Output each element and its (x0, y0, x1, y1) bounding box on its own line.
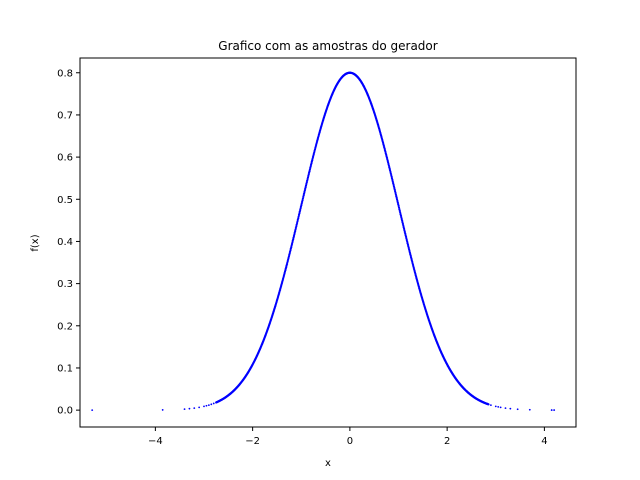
y-tick-label: 0.5 (57, 195, 73, 206)
data-point (394, 191, 397, 194)
data-point (487, 403, 490, 406)
data-point (395, 196, 398, 199)
plot-frame (79, 57, 577, 428)
y-tick-label: 0.8 (57, 68, 73, 79)
data-point (396, 201, 399, 204)
data-point (203, 405, 205, 408)
data-point (494, 405, 497, 408)
y-tick-label: 0.7 (57, 110, 73, 121)
y-tick-label: 0.1 (57, 363, 73, 374)
data-point (497, 406, 500, 408)
data-point (298, 212, 301, 215)
data-point (504, 407, 507, 410)
data-point (210, 403, 213, 406)
data-point (550, 409, 553, 411)
data-point (300, 202, 303, 205)
data-point (188, 407, 191, 410)
data-point (399, 212, 402, 216)
data-point (397, 206, 401, 209)
data-point (193, 407, 196, 410)
data-point (509, 407, 512, 410)
data-point (528, 408, 531, 411)
x-tick-label: 2 (444, 436, 450, 447)
data-point (161, 409, 164, 411)
data-point (397, 204, 400, 208)
x-axis: −4 −2 0 2 4 (148, 427, 548, 447)
data-point (207, 404, 210, 406)
data-point (91, 409, 94, 412)
x-tick-label: 4 (541, 436, 547, 447)
chart-title: Grafico com as amostras do gerador (218, 39, 437, 53)
x-tick-label: −2 (245, 436, 260, 447)
data-point (198, 406, 201, 409)
y-axis: 0.0 0.1 0.2 0.3 0.4 0.5 0.6 0.7 0.8 (57, 68, 80, 417)
data-point (302, 195, 305, 199)
y-tick-label: 0.0 (57, 406, 73, 417)
y-tick-label: 0.2 (57, 321, 73, 332)
data-point (297, 217, 300, 220)
y-tick-label: 0.6 (57, 153, 73, 164)
y-tick-label: 0.4 (57, 237, 73, 248)
y-axis-label: f(x) (30, 234, 41, 251)
data-point (300, 204, 303, 207)
plot-area (91, 71, 556, 412)
data-point (396, 199, 399, 203)
x-tick-label: −4 (148, 436, 163, 447)
x-axis-label: x (325, 458, 331, 469)
x-tick-label: 0 (347, 436, 353, 447)
data-point (490, 404, 492, 406)
data-point (516, 408, 519, 411)
data-point (301, 199, 304, 202)
data-point (299, 208, 302, 212)
y-tick-label: 0.3 (57, 279, 73, 290)
data-point (398, 209, 401, 212)
data-point (205, 404, 208, 407)
data-point (299, 207, 302, 210)
data-point (183, 408, 186, 410)
data-point (553, 409, 556, 411)
data-point (499, 406, 502, 409)
data-point (212, 402, 215, 405)
